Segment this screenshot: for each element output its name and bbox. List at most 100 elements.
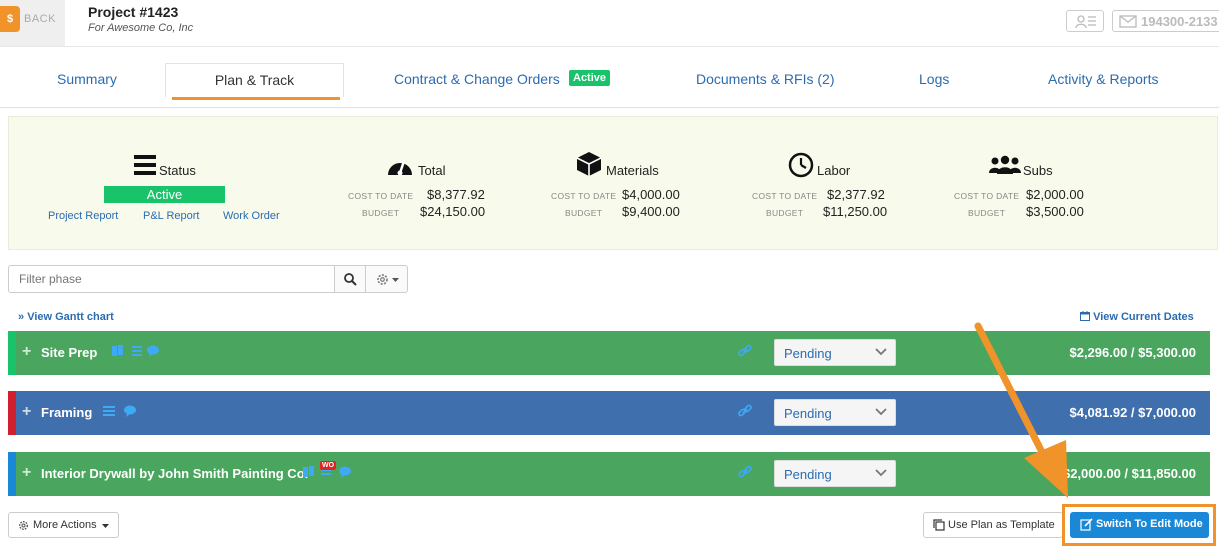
gear-icon	[377, 274, 388, 285]
phase-color-stripe	[8, 452, 16, 496]
use-plan-as-template-label: Use Plan as Template	[948, 519, 1055, 531]
back-button[interactable]: $ BACK	[0, 0, 65, 46]
clock-icon	[788, 152, 814, 178]
caret-down-icon	[392, 278, 399, 282]
phase-name: Interior Drywall by John Smith Painting …	[41, 466, 309, 481]
list-icon	[132, 346, 142, 356]
subs-heading: Subs	[1023, 163, 1053, 178]
chat-bubble-icon	[339, 466, 351, 478]
phase-row-site-prep[interactable]: + Site Prep Pending $2,296.00 / $5,300.0…	[8, 331, 1210, 375]
phase-amount: $2,000.00 / $11,850.00	[1062, 466, 1196, 481]
copy-icon	[933, 519, 945, 531]
chevron-down-icon	[875, 408, 887, 416]
project-report-link[interactable]: Project Report	[48, 210, 119, 222]
tab-bar: Summary Plan & Track Contract & Change O…	[0, 46, 1219, 108]
tab-summary[interactable]: Summary	[57, 71, 117, 87]
labor-budget-label: BUDGET	[766, 208, 804, 218]
subs-cost-value: $2,000.00	[1026, 187, 1084, 202]
tab-documents[interactable]: Documents & RFIs (2)	[696, 71, 835, 87]
envelope-icon	[1119, 15, 1137, 28]
phase-color-stripe	[8, 391, 16, 435]
contact-card-button[interactable]	[1066, 10, 1104, 32]
map-icon	[112, 345, 123, 356]
settings-dropdown-button[interactable]	[365, 265, 408, 293]
phase-amount: $4,081.92 / $7,000.00	[1069, 405, 1196, 420]
phase-status-select[interactable]: Pending	[774, 399, 896, 426]
dollar-document-icon: $	[0, 6, 20, 32]
phase-status-value: Pending	[784, 346, 832, 361]
total-heading: Total	[418, 163, 446, 178]
expand-plus-icon[interactable]: +	[22, 343, 32, 360]
users-group-icon	[989, 155, 1021, 174]
phase-status-icons	[103, 405, 136, 417]
contracts-status-badge: Active	[569, 70, 611, 86]
list-icon	[321, 469, 331, 475]
tab-contracts[interactable]: Contract & Change Orders	[394, 71, 560, 87]
search-button[interactable]	[334, 265, 366, 293]
work-order-link[interactable]: Work Order	[223, 210, 280, 222]
chevron-down-icon	[875, 469, 887, 477]
tab-activity[interactable]: Activity & Reports	[1048, 71, 1159, 87]
phase-status-select[interactable]: Pending	[774, 460, 896, 487]
work-order-badge: WO	[320, 461, 337, 470]
total-budget-value: $24,150.00	[420, 204, 486, 219]
highlight-box-annotation	[1062, 504, 1216, 546]
total-budget-label: BUDGET	[362, 208, 400, 218]
list-icon	[103, 406, 115, 416]
labor-budget-value: $11,250.00	[823, 204, 888, 219]
subs-budget-value: $3,500.00	[1026, 204, 1084, 219]
subs-cost-label: COST TO DATE	[954, 191, 1020, 201]
expand-plus-icon[interactable]: +	[22, 464, 32, 481]
view-gantt-chart-link[interactable]: » View Gantt chart	[18, 311, 114, 323]
map-icon	[303, 466, 314, 477]
total-cost-value: $8,377.92	[427, 187, 485, 202]
pointer-arrow-annotation	[974, 322, 1068, 498]
more-actions-label: More Actions	[33, 519, 97, 531]
labor-cost-value: $2,377.92	[827, 187, 885, 202]
active-tab-indicator	[172, 97, 340, 100]
subs-budget-label: BUDGET	[968, 208, 1006, 218]
search-icon	[344, 273, 357, 286]
link-icon[interactable]	[738, 404, 752, 418]
phase-row-interior-drywall[interactable]: + Interior Drywall by John Smith Paintin…	[8, 452, 1210, 496]
gear-icon	[19, 521, 28, 530]
view-current-dates-link[interactable]: View Current Dates	[1080, 311, 1194, 323]
chat-bubble-icon	[147, 345, 159, 357]
materials-cost-value: $4,000.00	[622, 187, 680, 202]
project-email-id: 194300-2133	[1141, 14, 1218, 29]
phase-color-stripe	[8, 331, 16, 375]
tab-plan-track-label: Plan & Track	[214, 72, 295, 88]
phase-status-icons	[303, 466, 351, 478]
link-icon[interactable]	[738, 344, 752, 358]
pl-report-link[interactable]: P&L Report	[143, 210, 200, 222]
tab-plan-track[interactable]: Plan & Track	[165, 63, 344, 100]
page-header: $ BACK Project #1423 For Awesome Co, Inc…	[0, 0, 1219, 46]
materials-heading: Materials	[606, 163, 659, 178]
menu-bars-icon	[134, 155, 156, 175]
expand-plus-icon[interactable]: +	[22, 403, 32, 420]
back-label: BACK	[24, 13, 56, 25]
caret-down-icon	[102, 524, 109, 528]
more-actions-button[interactable]: More Actions	[8, 512, 119, 538]
link-icon[interactable]	[738, 465, 752, 479]
status-heading: Status	[159, 163, 196, 178]
materials-budget-label: BUDGET	[565, 208, 603, 218]
chat-bubble-icon	[124, 405, 136, 417]
switch-to-edit-mode-label: Switch To Edit Mode	[1096, 518, 1203, 530]
filter-phase-input[interactable]	[8, 265, 335, 293]
phase-status-value: Pending	[784, 406, 832, 421]
materials-cost-label: COST TO DATE	[551, 191, 617, 201]
phase-row-framing[interactable]: + Framing Pending $4,081.92 / $7,000.00	[8, 391, 1210, 435]
tab-logs[interactable]: Logs	[919, 71, 950, 87]
materials-budget-value: $9,400.00	[622, 204, 680, 219]
email-button[interactable]: 194300-2133	[1112, 10, 1219, 32]
project-subtitle: For Awesome Co, Inc	[88, 22, 194, 34]
phase-status-select[interactable]: Pending	[774, 339, 896, 366]
phase-status-value: Pending	[784, 467, 832, 482]
project-title: Project #1423	[88, 4, 179, 20]
switch-to-edit-mode-button[interactable]: Switch To Edit Mode	[1070, 512, 1209, 538]
contact-card-icon	[1075, 15, 1096, 29]
phase-name: Site Prep	[41, 345, 98, 360]
use-plan-as-template-button[interactable]: Use Plan as Template	[923, 512, 1063, 538]
total-cost-label: COST TO DATE	[348, 191, 414, 201]
